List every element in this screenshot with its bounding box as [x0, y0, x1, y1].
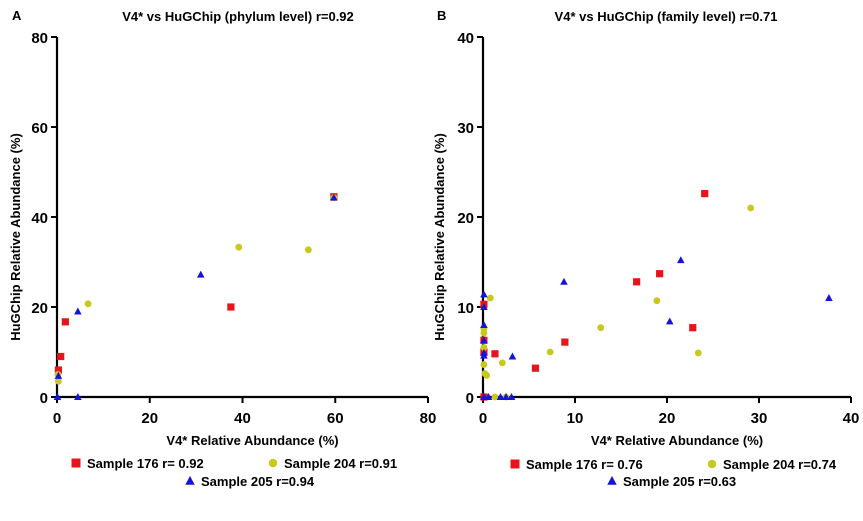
data-point: [597, 324, 605, 332]
data-point: [689, 324, 697, 332]
legend-label: Sample 205 r=0.94: [201, 474, 315, 489]
legend-marker: [71, 458, 81, 468]
series-triangle: [480, 256, 833, 400]
data-point: [330, 193, 338, 201]
data-point: [665, 317, 674, 325]
data-point: [54, 371, 63, 379]
data-point: [480, 329, 488, 337]
chart-title: V4* vs HuGChip (family level) r=0.71: [555, 9, 778, 24]
data-point: [484, 393, 493, 400]
data-point: [235, 243, 243, 251]
legend: Sample 176 r= 0.76 Sample 204 r=0.74 Sampl…: [510, 457, 837, 489]
x-axis-label: V4* Relative Abundance (%): [166, 433, 338, 448]
panel-letter: B: [437, 8, 446, 23]
data-point: [633, 278, 641, 286]
x-tick-label: 10: [567, 410, 584, 427]
legend-label: Sample 204 r=0.91: [284, 456, 397, 471]
y-tick-label: 30: [457, 120, 474, 137]
data-point: [531, 364, 540, 372]
y-tick-label: 20: [31, 300, 48, 317]
data-point: [677, 256, 685, 264]
data-point: [480, 361, 488, 369]
x-tick-label: 80: [420, 410, 437, 427]
data-point: [480, 321, 488, 328]
data-point: [480, 351, 488, 359]
series-circle: [480, 204, 755, 401]
y-tick-label: 0: [466, 390, 474, 407]
data-point: [694, 349, 702, 357]
data-point: [546, 348, 554, 356]
data-point: [304, 246, 312, 254]
data-point: [491, 350, 499, 358]
data-point: [57, 352, 65, 361]
data-point: [507, 393, 516, 400]
x-tick-label: 60: [327, 410, 344, 427]
y-tick-label: 40: [31, 210, 48, 227]
legend: Sample 176 r= 0.92 Sample 204 r=0.91 Sampl…: [71, 456, 397, 489]
legend-marker: [707, 459, 717, 469]
data-point: [227, 303, 235, 311]
data-point: [496, 393, 505, 400]
x-tick-label: 20: [141, 410, 158, 427]
y-axis-label: HuGChip Relative Abundance (%): [432, 133, 447, 341]
data-point: [486, 294, 494, 302]
x-tick-label: 20: [659, 410, 676, 427]
data-point: [491, 393, 499, 401]
data-point: [653, 297, 661, 305]
y-tick-label: 20: [457, 210, 474, 227]
data-point: [480, 336, 488, 344]
data-point: [54, 366, 62, 374]
data-point: [74, 307, 82, 315]
y-tick-label: 40: [457, 30, 474, 47]
data-point: [825, 294, 833, 301]
chart-title: V4* vs HuGChip (phylum level) r=0.92: [122, 9, 354, 24]
data-point: [61, 318, 69, 326]
data-point: [480, 290, 488, 298]
series-square: [480, 190, 709, 401]
data-point: [74, 393, 82, 400]
legend-label: Sample 205 r=0.63: [623, 474, 736, 489]
series-circle: [54, 194, 338, 385]
x-tick-label: 0: [479, 410, 487, 427]
data-point: [53, 393, 62, 400]
data-point: [508, 352, 517, 360]
legend-marker: [607, 476, 617, 485]
series-square: [54, 193, 338, 374]
x-tick-label: 0: [53, 410, 61, 427]
data-point: [498, 359, 506, 367]
data-point: [561, 338, 569, 346]
data-point: [480, 303, 488, 310]
y-tick-label: 0: [40, 390, 48, 407]
data-point: [54, 377, 62, 385]
chart-panel-a: A V4* vs HuGChip (phylum level) r=0.92 0 20…: [8, 8, 436, 489]
x-tick-label: 40: [843, 410, 860, 427]
legend-marker: [268, 458, 278, 468]
legend-label: Sample 204 r=0.74: [723, 457, 837, 472]
data-point: [701, 190, 709, 198]
data-point: [480, 344, 488, 351]
data-point: [502, 393, 510, 400]
legend-marker: [185, 476, 195, 485]
data-point: [656, 270, 664, 278]
data-point: [483, 371, 491, 379]
legend-label: Sample 176 r= 0.92: [87, 456, 204, 471]
x-tick-label: 40: [234, 410, 251, 427]
x-tick-label: 30: [751, 410, 768, 427]
series-triangle: [53, 193, 338, 400]
y-tick-label: 80: [31, 30, 48, 47]
legend-label: Sample 176 r= 0.76: [526, 457, 643, 472]
x-axis-label: V4* Relative Abundance (%): [591, 433, 763, 448]
y-tick-label: 10: [457, 300, 474, 317]
chart-panel-b: B V4* vs HuGChip (family level) r=0.71 0 10…: [432, 8, 859, 489]
data-point: [84, 300, 92, 308]
panel-letter: A: [12, 8, 22, 23]
legend-marker: [510, 459, 520, 469]
y-tick-label: 60: [31, 120, 48, 137]
data-point: [196, 270, 205, 278]
data-point: [560, 277, 568, 285]
y-axis-label: HuGChip Relative Abundance (%): [8, 133, 23, 341]
data-point: [747, 204, 755, 212]
